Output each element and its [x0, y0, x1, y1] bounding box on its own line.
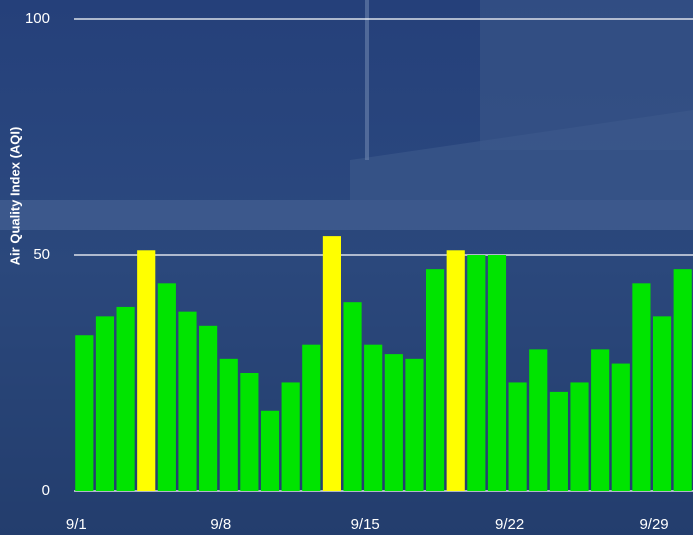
y-tick-label: 0: [42, 482, 50, 499]
bar: [384, 354, 403, 491]
bar: [240, 373, 259, 491]
bar: [632, 283, 651, 491]
bar: [549, 391, 568, 491]
y-tick-label: 100: [25, 10, 50, 27]
bar: [611, 363, 630, 491]
bar: [137, 250, 156, 491]
bar: [673, 269, 692, 491]
y-tick-label: 50: [33, 246, 50, 263]
bar: [302, 344, 321, 491]
bar: [467, 255, 486, 491]
bar: [199, 325, 218, 491]
bar: [446, 250, 465, 491]
bar: [95, 316, 115, 491]
bar: [178, 311, 197, 491]
bar: [364, 344, 383, 491]
bar: [591, 349, 610, 491]
x-tick-label: 9/1: [66, 516, 87, 533]
bar: [426, 269, 445, 491]
bar: [529, 349, 548, 491]
bar: [343, 302, 362, 491]
bar: [570, 382, 589, 491]
bar: [116, 306, 135, 491]
bar: [652, 316, 672, 491]
bar: [219, 358, 238, 491]
bar: [487, 255, 507, 491]
x-tick-label: 9/22: [495, 516, 524, 533]
bar: [322, 236, 341, 491]
bar: [281, 382, 300, 491]
bar: [405, 358, 424, 491]
bar: [260, 410, 280, 491]
x-tick-label: 9/29: [639, 516, 668, 533]
x-tick-label: 9/15: [351, 516, 380, 533]
bar: [508, 382, 527, 491]
y-axis-title: Air Quality Index (AQI): [7, 127, 22, 266]
x-tick-label: 9/8: [210, 516, 231, 533]
bar: [157, 283, 176, 491]
bar: [75, 335, 94, 491]
